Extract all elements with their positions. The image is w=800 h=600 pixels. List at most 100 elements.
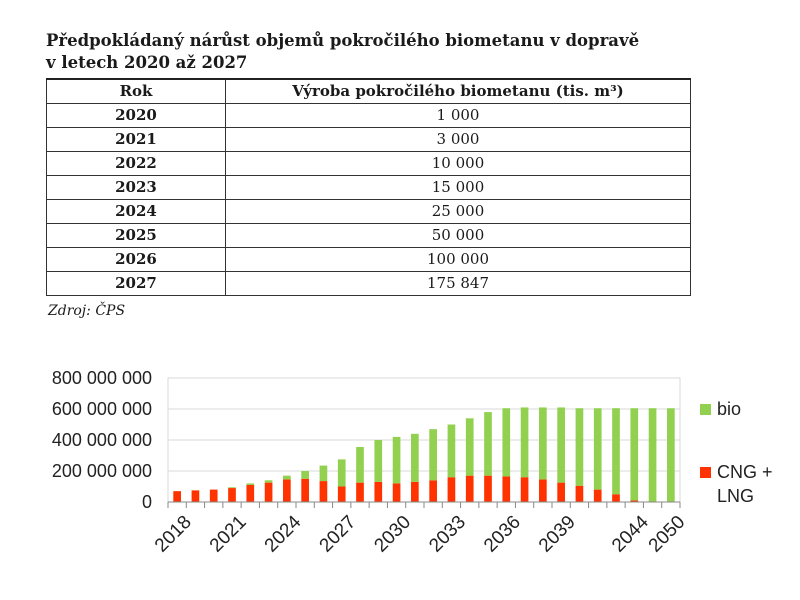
table-title-line-1: Předpokládaný nárůst objemů pokročilého … — [46, 31, 640, 50]
bar-bio — [374, 440, 383, 482]
bar-bio — [264, 480, 273, 483]
x-tick-label: 2030 — [370, 512, 415, 557]
production-table: Rok Výroba pokročilého biometanu (tis. m… — [46, 78, 691, 296]
bar-cng-lng — [465, 475, 474, 502]
y-tick-label: 800 000 000 — [52, 368, 152, 388]
bar-bio — [283, 475, 291, 480]
x-tick-label: 2039 — [535, 512, 580, 557]
y-tick-label: 200 000 000 — [52, 461, 152, 481]
bar-cng-lng — [173, 491, 181, 502]
bar-cng-lng — [356, 482, 364, 502]
x-tick-label: 2018 — [151, 512, 196, 557]
row-year: 2027 — [46, 271, 226, 296]
bar-bio — [411, 433, 419, 482]
table-row: 2020 1 000 — [46, 103, 691, 128]
table-header-row: Rok Výroba pokročilého biometanu (tis. m… — [46, 78, 691, 104]
legend-label-cng-lng: CNG + LNG — [717, 462, 773, 506]
row-value: 15 000 — [225, 175, 691, 200]
row-value: 175 847 — [225, 271, 691, 296]
bar-bio — [630, 408, 639, 501]
table-row: 2023 15 000 — [46, 175, 691, 200]
table-row: 2022 10 000 — [46, 151, 691, 176]
table-row: 2026 100 000 — [46, 247, 691, 272]
bar-cng-lng — [411, 481, 419, 502]
bar-bio — [557, 407, 565, 483]
row-year: 2026 — [46, 247, 226, 272]
bar-cng-lng — [593, 489, 602, 502]
x-tick-label: 2050 — [645, 512, 690, 557]
source-note: Zdroj: ČPS — [48, 303, 126, 319]
row-year: 2023 — [46, 175, 226, 200]
bar-bio — [575, 408, 584, 486]
bar-cng-lng — [502, 476, 511, 502]
bar-cng-lng — [429, 480, 437, 502]
bar-bio — [429, 429, 437, 481]
x-tick-label: 2027 — [316, 512, 361, 557]
x-tick-label: 2033 — [425, 512, 470, 557]
y-tick-label: 0 — [142, 492, 152, 512]
row-value: 1 000 — [225, 103, 691, 128]
bar-cng-lng — [630, 500, 639, 502]
bar-bio — [356, 446, 364, 483]
bar-cng-lng — [337, 486, 346, 502]
table-title-line-2: v letech 2020 až 2027 — [46, 53, 248, 72]
bar-bio — [539, 407, 547, 480]
table-row: 2021 3 000 — [46, 127, 691, 152]
bar-cng-lng — [191, 490, 200, 502]
bar-bio — [502, 408, 511, 477]
table-title: Předpokládaný nárůst objemů pokročilého … — [46, 30, 706, 74]
row-value: 25 000 — [225, 199, 691, 224]
table-row: 2025 50 000 — [46, 223, 691, 248]
row-year: 2021 — [46, 127, 226, 152]
stacked-bar-chart: 0 200 000 000 400 000 000 600 000 000 800 00… — [52, 368, 773, 557]
bar-bio — [246, 483, 255, 485]
row-year: 2020 — [46, 103, 226, 128]
header-production: Výroba pokročilého biometanu (tis. m³) — [225, 78, 691, 104]
x-tick-label: 2021 — [206, 512, 251, 557]
bar-cng-lng — [301, 478, 309, 502]
legend-swatch-bio — [700, 404, 711, 415]
row-year: 2025 — [46, 223, 226, 248]
x-tick-label: 2044 — [608, 511, 653, 556]
bar-bio — [648, 408, 657, 502]
bar-bio — [392, 436, 401, 484]
x-tick-label: 2024 — [261, 511, 306, 556]
row-value: 10 000 — [225, 151, 691, 176]
bar-bio — [447, 424, 456, 478]
bar-bio — [228, 487, 236, 489]
bar-cng-lng — [392, 483, 401, 502]
bar-bio — [484, 412, 492, 476]
bar-bio — [465, 418, 474, 476]
bar-cng-lng — [228, 488, 236, 502]
bar-bio — [301, 471, 309, 479]
bar-cng-lng — [520, 477, 529, 502]
bar-bio — [593, 408, 602, 490]
legend-label-bio: bio — [717, 399, 741, 419]
bar-bio — [319, 465, 328, 482]
legend-swatch-cng-lng — [700, 467, 711, 478]
bar-cng-lng — [612, 494, 620, 502]
header-year: Rok — [46, 78, 226, 104]
bar-bio — [612, 408, 620, 495]
row-value: 100 000 — [225, 247, 691, 272]
row-year: 2024 — [46, 199, 226, 224]
bar-cng-lng — [374, 481, 383, 502]
bar-cng-lng — [283, 479, 291, 502]
y-tick-label: 400 000 000 — [52, 430, 152, 450]
bar-cng-lng — [575, 485, 584, 502]
bar-cng-lng — [447, 477, 456, 502]
bar-bio — [520, 407, 529, 478]
y-tick-label: 600 000 000 — [52, 399, 152, 419]
bar-cng-lng — [264, 482, 273, 502]
x-tick-label: 2036 — [480, 512, 525, 557]
bar-bio — [667, 408, 675, 502]
bar-bio — [337, 459, 346, 487]
bar-cng-lng — [319, 481, 328, 502]
bar-cng-lng — [539, 479, 547, 502]
table-row: 2027 175 847 — [46, 271, 691, 296]
row-value: 50 000 — [225, 223, 691, 248]
row-year: 2022 — [46, 151, 226, 176]
table-row: 2024 25 000 — [46, 199, 691, 224]
bar-cng-lng — [484, 475, 492, 502]
row-value: 3 000 — [225, 127, 691, 152]
